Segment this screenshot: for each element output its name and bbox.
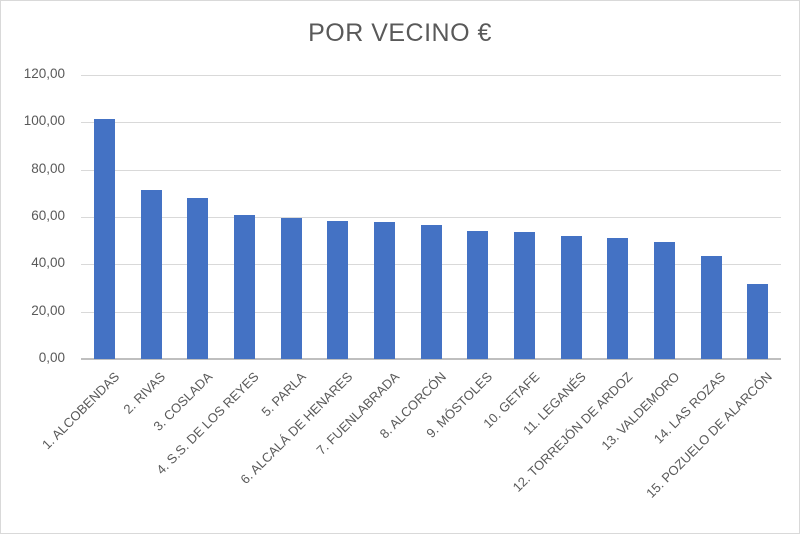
bar — [467, 231, 489, 359]
gridline — [81, 122, 781, 123]
y-tick-label: 0,00 — [38, 350, 65, 365]
chart-title: POR VECINO € — [308, 19, 492, 47]
bar — [140, 189, 162, 359]
x-category-label: 2. RIVAS — [120, 369, 169, 417]
x-category-label: 7. FUENLABRADA — [313, 369, 402, 458]
y-tick-label: 20,00 — [31, 303, 65, 318]
bar — [420, 225, 442, 359]
bar — [93, 118, 115, 359]
gridline — [81, 217, 781, 218]
bar — [187, 198, 209, 359]
bar — [373, 221, 395, 359]
y-tick-label: 100,00 — [23, 113, 65, 128]
bar — [280, 218, 302, 359]
bar — [607, 238, 629, 359]
bar — [233, 214, 255, 359]
x-axis-line — [81, 358, 781, 360]
y-tick-label: 80,00 — [31, 161, 65, 176]
bar — [700, 256, 722, 359]
bar — [327, 220, 349, 359]
y-tick-label: 120,00 — [23, 66, 65, 81]
gridline — [81, 75, 781, 76]
y-tick-label: 40,00 — [31, 255, 65, 270]
x-category-label: 1. ALCOBENDAS — [38, 369, 122, 453]
bar — [653, 241, 675, 359]
gridline — [81, 170, 781, 171]
bar — [513, 232, 535, 359]
y-tick-label: 60,00 — [31, 208, 65, 223]
bar — [747, 284, 769, 359]
bar — [560, 235, 582, 359]
